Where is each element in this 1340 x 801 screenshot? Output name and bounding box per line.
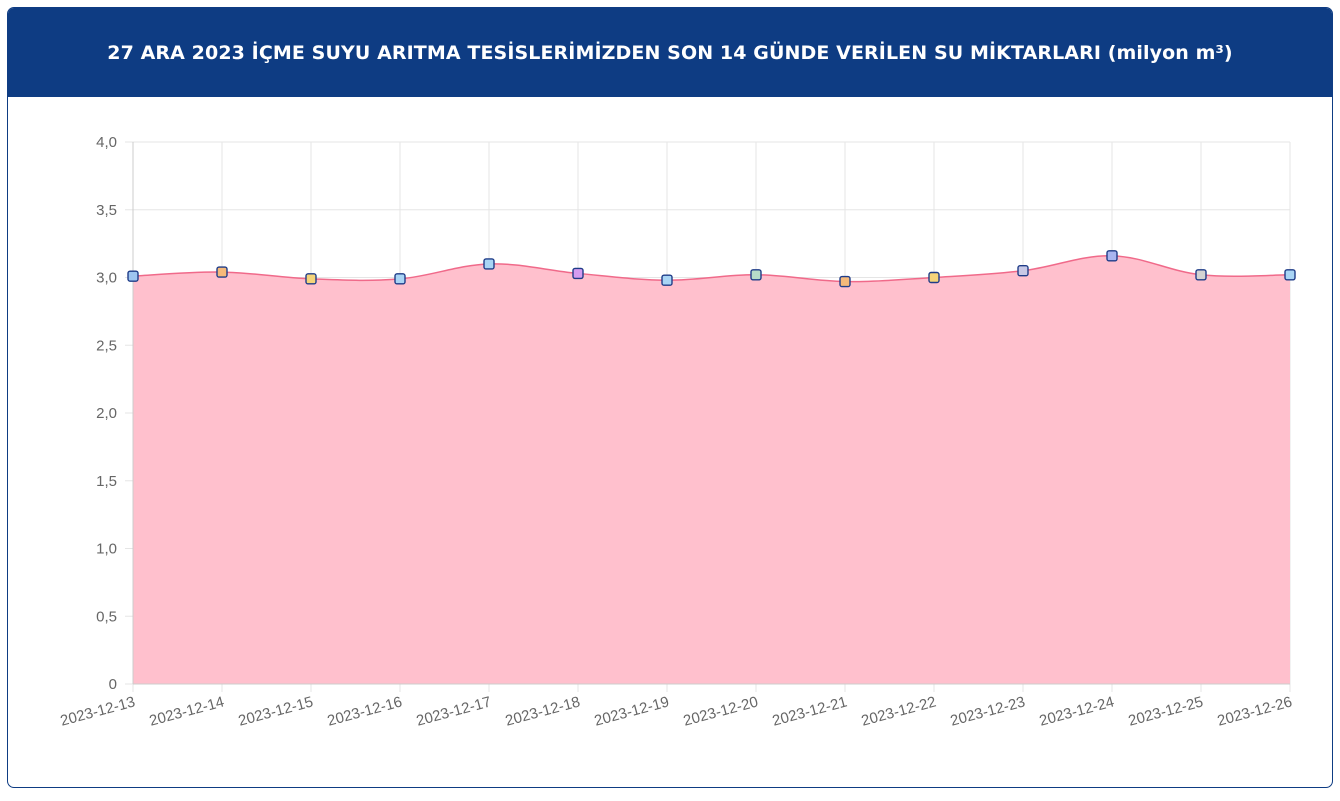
- y-tick-label: 3,0: [96, 270, 117, 287]
- x-tick-label: 2023-12-14: [148, 693, 227, 729]
- data-point[interactable]: [127, 270, 139, 282]
- series-area: [132, 255, 1291, 685]
- data-point[interactable]: [1195, 269, 1207, 281]
- data-point[interactable]: [216, 266, 228, 278]
- x-tick-label: 2023-12-21: [771, 693, 850, 729]
- x-tick-label: 2023-12-19: [593, 693, 672, 729]
- series-area-fill: [133, 255, 1290, 685]
- data-point[interactable]: [1284, 269, 1296, 281]
- data-points: [127, 250, 1296, 288]
- y-tick-label: 2,5: [96, 337, 117, 354]
- x-tick-label: 2023-12-24: [1038, 693, 1117, 729]
- x-tick-label: 2023-12-18: [504, 693, 583, 729]
- data-point[interactable]: [661, 274, 673, 286]
- x-tick-label: 2023-12-26: [1216, 693, 1295, 729]
- data-point[interactable]: [394, 273, 406, 285]
- y-tick-labels: 0 0,5 1,0 1,5 2,0 2,5 3,0 3,5 4,0: [96, 134, 117, 693]
- chart-title: 27 ARA 2023 İÇME SUYU ARITMA TESİSLERİMİ…: [107, 41, 1233, 64]
- data-point[interactable]: [1106, 250, 1118, 262]
- data-point[interactable]: [928, 271, 940, 284]
- data-point[interactable]: [483, 258, 495, 270]
- x-tick-label: 2023-12-23: [949, 693, 1028, 729]
- x-tick-label: 2023-12-20: [682, 693, 761, 729]
- data-point[interactable]: [750, 269, 762, 281]
- x-tick-label: 2023-12-17: [415, 693, 494, 729]
- series-line: [132, 255, 1291, 283]
- x-tick-label: 2023-12-25: [1127, 693, 1206, 729]
- x-tick-label: 2023-12-15: [237, 693, 316, 729]
- data-point[interactable]: [1017, 265, 1029, 277]
- data-point[interactable]: [839, 275, 851, 288]
- x-tick-labels: 2023-12-13 2023-12-14 2023-12-15 2023-12-16…: [59, 693, 1295, 729]
- y-tick-label: 1,5: [96, 473, 117, 490]
- y-tick-label: 4,0: [96, 134, 117, 151]
- x-tick-label: 2023-12-13: [59, 693, 138, 729]
- data-point[interactable]: [572, 267, 584, 280]
- y-tick-label: 0: [109, 676, 117, 693]
- y-tick-label: 1,0: [96, 541, 117, 558]
- y-tick-label: 2,0: [96, 405, 117, 422]
- card-header: 27 ARA 2023 İÇME SUYU ARITMA TESİSLERİMİ…: [8, 8, 1332, 97]
- axes: [132, 142, 1290, 685]
- data-point[interactable]: [305, 273, 317, 285]
- x-tick-label: 2023-12-16: [326, 693, 405, 729]
- y-tick-label: 0,5: [96, 608, 117, 625]
- y-tick-label: 3,5: [96, 202, 117, 219]
- x-tick-label: 2023-12-22: [860, 693, 939, 729]
